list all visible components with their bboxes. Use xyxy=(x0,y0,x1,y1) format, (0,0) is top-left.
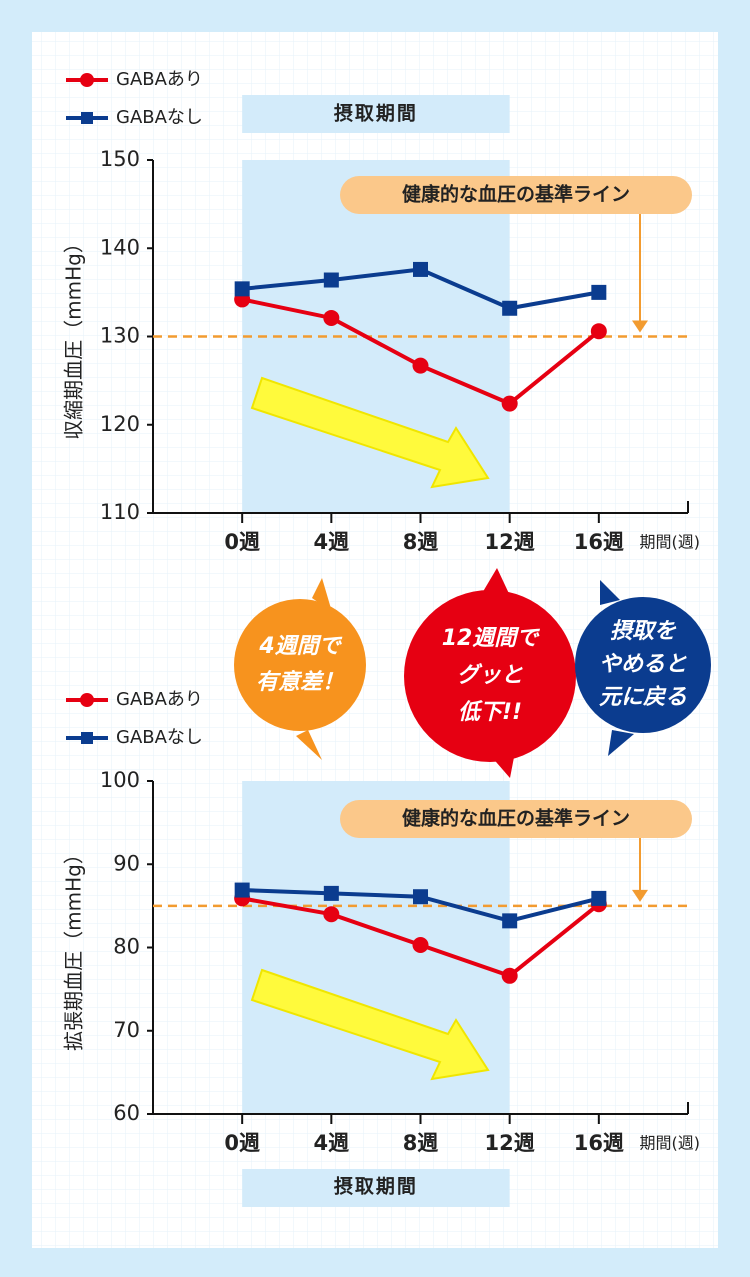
reference-label: 健康的な血圧の基準ライン xyxy=(402,183,630,206)
y-tick-label: 70 xyxy=(113,1018,140,1042)
point xyxy=(412,357,429,374)
period-label: 摂取期間 xyxy=(334,1175,418,1198)
reference-label-box xyxy=(340,800,692,838)
x-tick-label: 4週 xyxy=(314,530,350,554)
reference-label-box xyxy=(340,176,692,214)
point xyxy=(234,281,250,297)
x-tick-label: 4週 xyxy=(314,1131,350,1155)
reference-pointer-head xyxy=(632,320,648,333)
y-tick-label: 60 xyxy=(113,1101,140,1125)
callout-text: 摂取を xyxy=(610,619,677,644)
y-tick-label: 120 xyxy=(100,412,140,436)
y-axis-label: 収縮期血圧（mmHg） xyxy=(62,233,86,440)
legend-label: GABAなし xyxy=(116,107,203,128)
legend-marker xyxy=(80,73,94,87)
legend-marker xyxy=(80,693,94,707)
y-tick-label: 80 xyxy=(113,935,140,959)
callout-text: グッと xyxy=(457,663,523,688)
legend-label: GABAなし xyxy=(116,727,203,748)
callout-text: 有意差！ xyxy=(256,669,344,695)
y-tick-label: 130 xyxy=(100,324,140,348)
y-tick-label: 90 xyxy=(113,851,140,875)
point xyxy=(501,395,518,412)
x-tick-label: 16週 xyxy=(574,1131,624,1155)
x-tick-label: 12週 xyxy=(485,530,535,554)
x-tick-label: 8週 xyxy=(403,530,439,554)
x-tick-label: 12週 xyxy=(485,1131,535,1155)
reference-label: 健康的な血圧の基準ライン xyxy=(402,807,630,830)
period-label: 摂取期間 xyxy=(334,102,418,125)
y-tick-label: 140 xyxy=(100,235,140,259)
point xyxy=(502,913,518,929)
point xyxy=(501,967,518,984)
point xyxy=(591,890,607,906)
period-label-box xyxy=(242,95,510,133)
x-tick-label: 16週 xyxy=(574,530,624,554)
y-tick-label: 150 xyxy=(100,147,140,171)
x-tick-label: 0週 xyxy=(224,530,260,554)
x-axis-label: 期間(週) xyxy=(640,533,701,552)
callout-text: やめると xyxy=(599,652,687,677)
y-axis-label: 拡張期血圧（mmHg） xyxy=(62,844,86,1051)
point xyxy=(323,272,339,288)
callout-text: 低下!! xyxy=(458,700,522,725)
point xyxy=(412,937,429,954)
point xyxy=(323,906,340,923)
trend-arrow xyxy=(250,376,490,1081)
callout-text: 12週間で xyxy=(442,626,541,651)
callout-bubbles xyxy=(234,568,711,778)
x-tick-label: 8週 xyxy=(403,1131,439,1155)
point xyxy=(323,885,339,901)
point xyxy=(502,300,518,316)
x-tick-label: 0週 xyxy=(224,1131,260,1155)
y-tick-label: 100 xyxy=(100,768,140,792)
point xyxy=(323,309,340,326)
legend-label: GABAあり xyxy=(116,689,203,710)
reference-pointer-head xyxy=(632,889,648,902)
callout-text: 元に戻る xyxy=(599,685,687,710)
point xyxy=(591,284,607,300)
legend-marker xyxy=(81,732,93,744)
x-axis-label: 期間(週) xyxy=(640,1134,701,1153)
point xyxy=(413,261,428,277)
callout-text: 4週間で xyxy=(258,634,342,659)
point xyxy=(413,889,428,905)
legend-label: GABAあり xyxy=(116,69,203,90)
y-tick-label: 110 xyxy=(100,500,140,524)
period-label-box xyxy=(242,1169,510,1207)
legend-marker xyxy=(81,112,93,124)
point xyxy=(234,882,250,898)
point xyxy=(590,323,607,340)
